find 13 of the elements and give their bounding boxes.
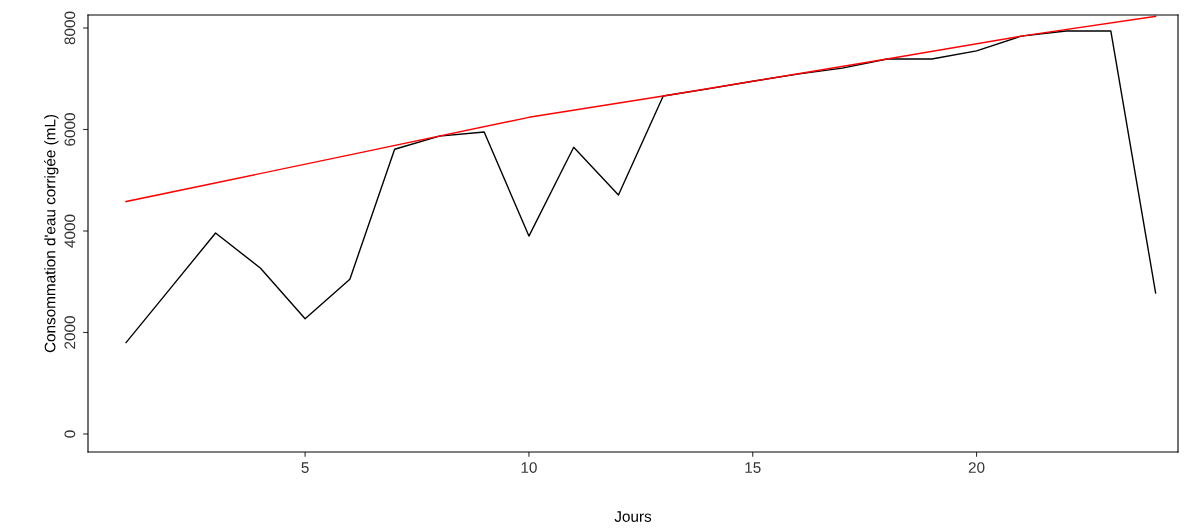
x-tick-label: 15 bbox=[745, 462, 761, 473]
x-tick-label: 5 bbox=[301, 462, 309, 473]
y-tick-label: 2000 bbox=[64, 316, 76, 349]
x-tick-label: 10 bbox=[521, 462, 537, 473]
y-tick-label: 4000 bbox=[64, 214, 76, 248]
x-axis-title: Jours bbox=[614, 511, 652, 522]
y-tick-label: 0 bbox=[64, 430, 76, 438]
y-axis-title: Consommation d'eau corrigée (mL) bbox=[44, 114, 59, 353]
x-tick-label: 20 bbox=[968, 462, 985, 473]
y-tick-label: 8000 bbox=[64, 11, 76, 45]
line-series bbox=[125, 30, 1157, 344]
y-tick-label: 6000 bbox=[64, 113, 76, 146]
line-series bbox=[125, 15, 1157, 203]
